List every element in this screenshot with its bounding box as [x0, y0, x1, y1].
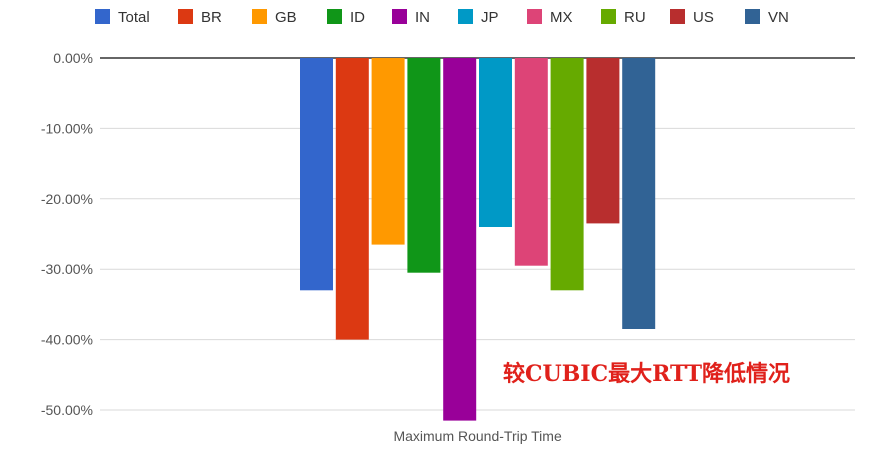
bar-id — [407, 58, 441, 273]
bar-in — [443, 58, 477, 421]
y-tick-label: -20.00% — [41, 191, 93, 207]
bar-ru — [550, 58, 584, 291]
legend-swatch-jp — [458, 9, 473, 24]
x-axis: Maximum Round-Trip Time — [393, 428, 562, 444]
bars — [300, 58, 656, 421]
bar-gb — [371, 58, 405, 245]
y-tick-label: -30.00% — [41, 261, 93, 277]
legend-swatch-total — [95, 9, 110, 24]
legend-label-vn: VN — [768, 9, 789, 26]
y-tick-label: -10.00% — [41, 120, 93, 136]
legend: Total BR GB ID IN JP MX RU US VN — [95, 9, 789, 26]
y-tick-label: -40.00% — [41, 332, 93, 348]
legend-label-br: BR — [201, 9, 222, 26]
legend-swatch-id — [327, 9, 342, 24]
legend-label-in: IN — [415, 9, 430, 26]
bar-br — [335, 58, 369, 340]
legend-swatch-ru — [601, 9, 616, 24]
legend-label-mx: MX — [550, 9, 573, 26]
legend-swatch-us — [670, 9, 685, 24]
bar-jp — [479, 58, 512, 227]
gridlines — [100, 57, 855, 411]
legend-label-total: Total — [118, 9, 150, 26]
bar-mx — [514, 58, 548, 266]
bar-us — [586, 58, 620, 224]
overlay-annotation: 较CUBIC最大RTT降低情况 — [503, 361, 790, 387]
x-category-label: Maximum Round-Trip Time — [393, 428, 562, 444]
legend-label-gb: GB — [275, 9, 297, 26]
bar-vn — [622, 58, 656, 329]
legend-label-ru: RU — [624, 9, 646, 26]
y-axis: 0.00% -10.00% -20.00% -30.00% -40.00% -50.00% — [41, 50, 93, 418]
legend-swatch-mx — [527, 9, 542, 24]
legend-label-us: US — [693, 9, 714, 26]
legend-swatch-vn — [745, 9, 760, 24]
legend-label-id: ID — [350, 9, 365, 26]
y-tick-label: -50.00% — [41, 402, 93, 418]
legend-swatch-gb — [252, 9, 267, 24]
legend-label-jp: JP — [481, 9, 499, 26]
legend-swatch-br — [178, 9, 193, 24]
bar-total — [300, 58, 333, 291]
legend-swatch-in — [392, 9, 407, 24]
y-tick-label: 0.00% — [53, 50, 93, 66]
